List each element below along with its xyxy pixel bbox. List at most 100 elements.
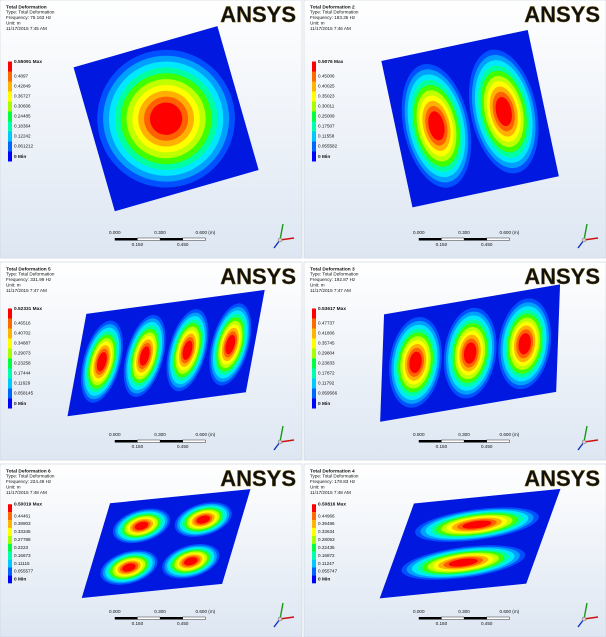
legend-swatch — [312, 389, 316, 399]
scale-label: 0.300 — [154, 432, 166, 437]
scale-bar-black — [160, 617, 183, 620]
ansys-logo: ANSYS — [524, 2, 600, 27]
scale-bar-white — [441, 617, 464, 620]
legend-swatch — [8, 512, 12, 520]
scale-bar-white — [183, 617, 206, 620]
legend-label: 0.16872 — [318, 553, 335, 558]
legend-label: 0.36727 — [14, 94, 31, 99]
legend-label: 0.42849 — [14, 84, 31, 89]
scale-label: 0.000 — [413, 609, 425, 614]
legend-label: 0.50816 Max — [318, 502, 346, 508]
legend-label: 0.40702 — [14, 331, 31, 336]
legend-label: 0.25009 — [318, 114, 335, 119]
legend-label: 0.29804 — [318, 351, 335, 356]
scale-label: 0.150 — [132, 242, 144, 247]
scale-label: 0.000 — [109, 432, 121, 437]
scale-bar-black — [464, 617, 487, 620]
ansys-logo: ANSYS — [524, 264, 600, 289]
ansys-logo: ANSYS — [220, 466, 296, 491]
header-date: 11/17/2015 7:46 AM — [310, 26, 351, 31]
legend-label: 0.11558 — [318, 134, 335, 139]
legend-swatch — [8, 102, 12, 112]
legend-label: 0.41806 — [318, 331, 335, 336]
scale-bar-black — [160, 238, 183, 241]
scale-label: 0.300 — [458, 432, 470, 437]
legend-label: 0.47737 — [318, 321, 335, 326]
legend-swatch — [8, 329, 12, 339]
legend-swatch — [312, 349, 316, 359]
scale-label: 0.600 (m) — [196, 609, 216, 614]
legend-label: 0.12242 — [14, 134, 31, 139]
legend-label: 0.17872 — [318, 371, 335, 376]
header-frequency: Frequency: 331.99 Hz — [6, 277, 52, 282]
legend-label: 0.24485 — [14, 114, 31, 119]
legend-label: 0.055747 — [318, 569, 338, 574]
header-unit: Unit: m — [6, 485, 21, 490]
header-type: Type: Total Deformation — [6, 272, 55, 277]
legend-swatch — [8, 112, 12, 122]
legend-label: 0.059566 — [318, 391, 338, 396]
triad-origin — [278, 440, 282, 444]
header-type: Type: Total Deformation — [310, 474, 359, 479]
scale-bar-white — [137, 238, 160, 241]
scale-bar-black — [115, 617, 138, 620]
legend-swatch — [312, 62, 316, 72]
scale-bar-white — [487, 238, 510, 241]
legend-label: 0.16673 — [14, 553, 31, 558]
legend-swatch — [8, 152, 12, 162]
scale-bar-white — [137, 440, 160, 443]
legend-swatch — [8, 319, 12, 329]
header-frequency: Frequency: 178.83 Hz — [310, 479, 356, 484]
header-date: 11/17/2015 7:47 AM — [6, 288, 47, 293]
legend-label: 0.17444 — [14, 371, 31, 376]
header-unit: Unit: m — [6, 21, 21, 26]
legend-swatch — [312, 575, 316, 583]
legend-swatch — [8, 369, 12, 379]
legend-label: 0 Min — [14, 401, 26, 407]
scale-label: 0.150 — [132, 621, 144, 626]
scale-bar-white — [441, 238, 464, 241]
legend-swatch — [312, 132, 316, 142]
legend-swatch — [312, 309, 316, 319]
scale-label: 0.000 — [109, 230, 121, 235]
legend-swatch — [312, 520, 316, 528]
header-date: 11/17/2015 7:45 AM — [6, 26, 47, 31]
scale-label: 0.600 (m) — [500, 432, 520, 437]
triad-origin — [278, 617, 282, 621]
legend-swatch — [312, 399, 316, 409]
scale-bar-black — [419, 617, 442, 620]
header-frequency: Frequency: 183.35 Hz — [310, 15, 356, 20]
header-type: Type: Total Deformation — [6, 10, 55, 15]
legend-label: 0.34887 — [14, 341, 31, 346]
triad-origin — [582, 440, 586, 444]
legend-label: 0.45006 — [318, 74, 335, 79]
header-unit: Unit: m — [310, 283, 325, 288]
legend-label: 0.058145 — [14, 391, 34, 396]
scale-label: 0.150 — [436, 621, 448, 626]
legend-swatch — [312, 72, 316, 82]
scale-label: 0.450 — [481, 621, 493, 626]
legend-label: 0.30011 — [318, 104, 335, 109]
legend-label: 0 Min — [318, 154, 330, 160]
ansys-logo: ANSYS — [220, 2, 296, 27]
legend-swatch — [312, 359, 316, 369]
legend-swatch — [312, 560, 316, 568]
legend-swatch — [8, 349, 12, 359]
legend-label: 0.11629 — [14, 381, 31, 386]
legend-swatch — [312, 319, 316, 329]
scale-bar-black — [115, 238, 138, 241]
legend-label: 0.061212 — [14, 144, 34, 149]
legend-swatch — [8, 359, 12, 369]
header-date: 11/17/2015 7:47 AM — [310, 288, 351, 293]
scale-label: 0.300 — [154, 609, 166, 614]
legend-label: 0 Min — [318, 577, 330, 583]
scale-label: 0.000 — [413, 432, 425, 437]
legend-swatch — [312, 92, 316, 102]
legend-label: 0.27788 — [14, 537, 31, 542]
legend-swatch — [312, 329, 316, 339]
scale-label: 0.600 (m) — [500, 230, 520, 235]
legend-swatch — [312, 567, 316, 575]
legend-swatch — [312, 142, 316, 152]
